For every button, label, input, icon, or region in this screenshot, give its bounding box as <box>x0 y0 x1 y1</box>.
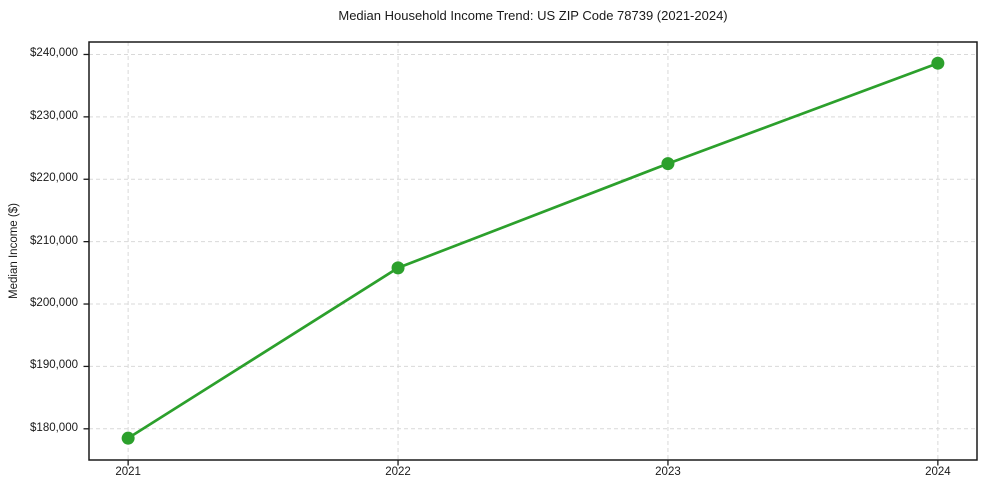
y-tick-label: $190,000 <box>30 359 78 372</box>
x-tick-label: 2022 <box>385 466 411 478</box>
x-tick-label: 2024 <box>925 466 951 478</box>
data-point-marker <box>391 261 405 275</box>
trend-line <box>126 61 940 440</box>
y-tick-label: $230,000 <box>30 109 78 122</box>
data-point-marker <box>121 431 135 445</box>
y-tick-label: $180,000 <box>30 421 78 434</box>
y-tick-label: $220,000 <box>30 172 78 185</box>
y-tick-label: $210,000 <box>30 234 78 247</box>
plot-border <box>88 41 978 461</box>
y-tick-label: $200,000 <box>30 297 78 310</box>
chart-title: Median Household Income Trend: US ZIP Co… <box>338 8 728 23</box>
x-tick-label: 2023 <box>655 466 681 478</box>
data-point-marker <box>661 157 675 171</box>
x-tick-label: 2021 <box>115 466 141 478</box>
data-point-marker <box>931 56 945 70</box>
y-tick-label: $240,000 <box>30 47 78 60</box>
